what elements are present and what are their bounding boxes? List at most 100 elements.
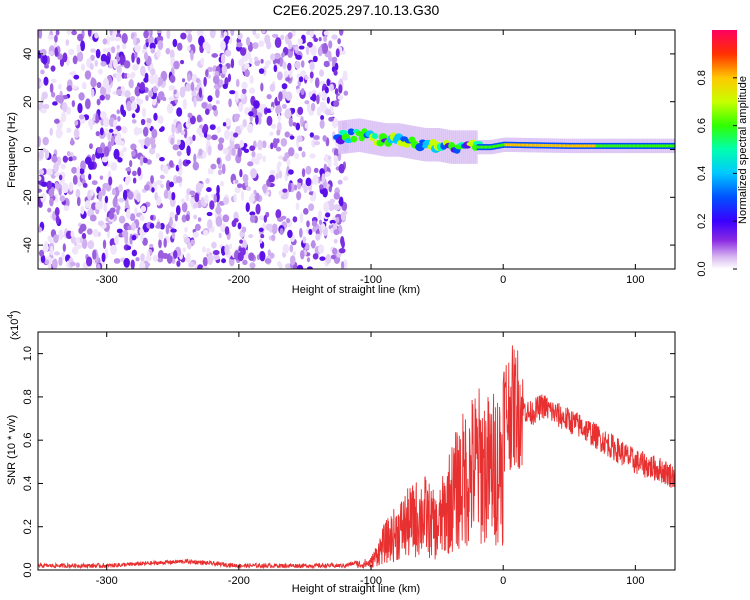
spectrogram-noise-cell: [207, 145, 212, 156]
spectrogram-noise-cell: [322, 135, 327, 142]
spectrogram-signal-core: [579, 144, 582, 148]
spectrogram-noise-cell: [60, 111, 67, 123]
spectrogram-noise-cell: [54, 172, 61, 177]
spectrogram-noise-cell: [108, 176, 113, 186]
spectrogram-noise-cell: [297, 178, 303, 184]
spectrogram-noise-cell: [300, 249, 305, 260]
spectrogram-noise-cell: [241, 81, 248, 90]
spectrogram-noise-cell: [311, 139, 316, 148]
spectrogram-noise-cell: [239, 239, 243, 244]
spectrogram-noise-cell: [243, 148, 250, 154]
spectrogram-noise-cell: [237, 147, 242, 158]
colorbar-tick-label: 0.2: [696, 214, 708, 229]
spectrogram-noise-cell: [250, 168, 257, 179]
spectrogram-noise-cell: [176, 139, 181, 146]
spectrogram-noise-cell: [228, 98, 232, 108]
spectrogram-noise-cell: [125, 167, 132, 172]
spectrogram-noise-cell: [157, 80, 162, 87]
spectrogram-noise-cell: [326, 96, 330, 104]
spectrogram-noise-cell: [249, 145, 256, 152]
spectrogram-noise-cell: [54, 34, 58, 43]
spectrogram-noise-cell: [101, 252, 106, 263]
spectrogram-noise-cell: [218, 137, 225, 144]
spectrogram-noise-cell: [276, 129, 281, 136]
spectrogram-noise-cell: [241, 247, 246, 256]
spectrogram-signal-core: [483, 145, 486, 149]
spectrogram-noise-cell: [197, 264, 204, 269]
spectrogram-signal-core: [520, 143, 523, 147]
spectrogram-noise-cell: [213, 254, 220, 261]
spectrogram-noise-cell: [174, 213, 178, 222]
spectrogram-signal-core: [645, 144, 648, 148]
spectrogram-noise-cell: [298, 146, 303, 152]
spectrogram-noise-cell: [288, 117, 293, 127]
spectrogram-signal-core: [600, 144, 603, 148]
spectrogram-noise-cell: [220, 180, 225, 187]
spectrogram-noise-cell: [249, 87, 256, 94]
spectrogram-signal-core: [511, 143, 514, 147]
spectrogram-noise-cell: [135, 257, 140, 262]
spectrogram-noise-cell: [39, 48, 47, 56]
spectrogram-noise-cell: [128, 78, 134, 89]
spectrogram-noise-cell: [46, 180, 53, 190]
spectrogram-noise-cell: [286, 217, 291, 224]
spectrogram-noise-cell: [112, 188, 116, 196]
spectrogram-noise-cell: [260, 58, 264, 64]
spectrogram-noise-cell: [296, 191, 302, 201]
spectrogram-signal-core: [486, 145, 489, 149]
spectrogram-noise-cell: [90, 88, 95, 98]
spectrogram-signal-core: [491, 145, 494, 149]
spectrogram-noise-cell: [72, 55, 78, 65]
spectrogram-noise-cell: [80, 205, 85, 215]
spectrogram-signal-core: [526, 143, 529, 147]
spectrogram-noise-cell: [320, 102, 327, 113]
spectrogram-noise-cell: [282, 61, 287, 70]
spectrogram-noise-cell: [69, 71, 75, 76]
spectrogram-noise-cell: [140, 65, 146, 77]
spectrogram-noise-cell: [95, 48, 101, 59]
spectrogram-noise-cell: [270, 106, 274, 112]
spectrogram-noise-cell: [116, 88, 123, 96]
spectrogram-noise-cell: [113, 119, 118, 128]
spectrogram-noise-cell: [222, 214, 230, 223]
spectrogram-noise-cell: [306, 102, 311, 113]
spectrogram-noise-cell: [169, 216, 173, 227]
spectrogram-signal: [333, 118, 675, 164]
spectrogram-noise-cell: [71, 246, 79, 255]
spectrogram-noise-cell: [228, 243, 233, 250]
spectrogram-signal-core: [524, 143, 527, 147]
spectrogram-noise-cell: [323, 60, 330, 68]
spectrogram-signal-core: [640, 144, 643, 148]
spectrogram-signal-core: [626, 144, 629, 148]
spectrogram-noise-cell: [132, 170, 137, 177]
spectrogram-noise-cell: [271, 234, 276, 242]
spectrogram-noise-cell: [96, 263, 101, 269]
spectrogram-noise-cell: [185, 159, 191, 165]
spectrogram-noise-cell: [102, 48, 109, 53]
spectrogram-signal-core: [672, 144, 675, 148]
spectrogram-noise-cell: [316, 106, 322, 115]
spectrogram-noise-cell: [274, 37, 282, 49]
spectrogram-noise-cell: [280, 137, 288, 147]
spectrogram-noise-cell: [309, 61, 315, 71]
spectrogram-noise-cell: [131, 52, 135, 63]
spectrogram-noise-cell: [116, 72, 122, 82]
spectrogram-noise-cell: [292, 216, 298, 223]
spectrogram-noise-cell: [151, 128, 158, 139]
spectrogram-noise-cell: [253, 189, 257, 195]
spectrogram-noise-cell: [87, 209, 92, 217]
spectrogram-noise-cell: [196, 127, 202, 135]
spectrogram-noise-cell: [150, 68, 156, 76]
spectrogram-noise-cell: [84, 98, 91, 110]
spectrogram-noise-cell: [87, 30, 92, 37]
spectrogram-noise-cell: [333, 192, 341, 200]
spectrogram-noise-cell: [337, 38, 341, 45]
spectrogram-signal-halo: [349, 119, 353, 153]
spectrogram-noise-cell: [211, 53, 219, 58]
spectrogram-noise-cell: [252, 30, 257, 36]
spectrogram-signal-core: [582, 144, 585, 148]
spectrogram-noise-cell: [131, 249, 138, 257]
spectrogram-noise-cell: [55, 215, 60, 225]
spectrogram-noise-cell: [41, 95, 45, 104]
spectrogram-x-tick-label: 100: [626, 274, 644, 286]
